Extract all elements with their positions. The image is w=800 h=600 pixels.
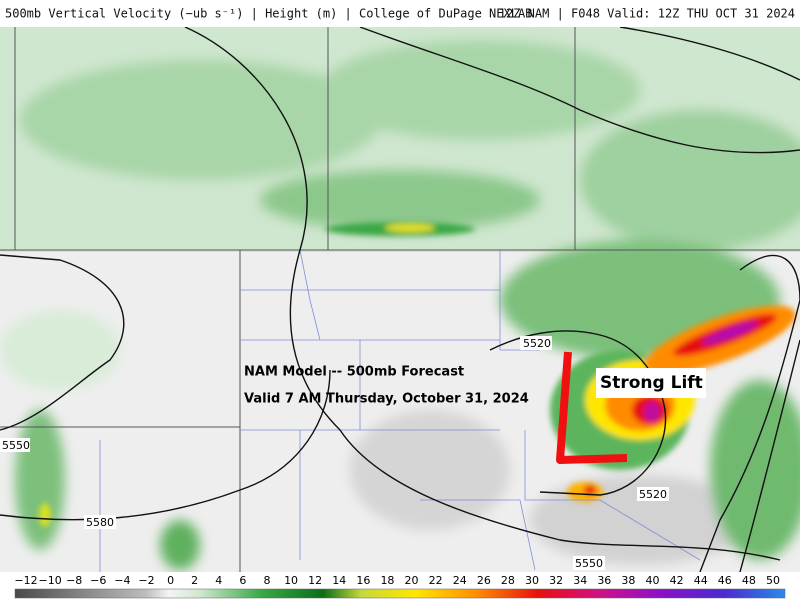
height-contours-part xyxy=(0,369,331,521)
colorbar-label: 22 xyxy=(429,574,443,587)
colorbar-label: −2 xyxy=(138,574,154,587)
map-background-part-part xyxy=(385,224,435,232)
map-background-part-part xyxy=(39,503,51,527)
colorbar-label: 30 xyxy=(525,574,539,587)
colorbar-label: −12 xyxy=(14,574,37,587)
colorbar-label: 4 xyxy=(215,574,222,587)
contour-label: 5520 xyxy=(639,488,667,501)
height-contours-part xyxy=(0,254,125,431)
colorbar-label: 44 xyxy=(694,574,708,587)
colorbar-label: −10 xyxy=(38,574,61,587)
height-contours-part xyxy=(359,26,800,154)
boundaries-part xyxy=(0,27,800,572)
colorbar-labels: −12 −10 −8 −6 −4 −2 0 2 4 6 8 10 12 14 16 18 20 22 24 26 28 3… xyxy=(14,574,780,587)
colorbar-label: −4 xyxy=(114,574,130,587)
contour-labels: 5520 5550 5580 5520 5550 xyxy=(0,336,669,570)
colorbar-label: 6 xyxy=(239,574,246,587)
colorbar-label: −6 xyxy=(90,574,106,587)
colorbar-label: 34 xyxy=(573,574,587,587)
map-background-part-part xyxy=(15,410,65,550)
boundaries-part xyxy=(99,249,701,572)
header-bar xyxy=(0,0,800,27)
map-background-part-part xyxy=(260,170,540,230)
colorbar-label: 20 xyxy=(405,574,419,587)
map-background xyxy=(0,27,800,572)
map-background-part-part xyxy=(710,380,800,560)
colorbar-label: 38 xyxy=(621,574,635,587)
map-background-part-part xyxy=(0,310,120,390)
contour-labels-part xyxy=(637,487,669,501)
contour-labels-part xyxy=(84,515,116,529)
map-background-part-part xyxy=(580,110,800,250)
map-background-part-part xyxy=(644,402,660,422)
map-background-part-part xyxy=(20,60,380,180)
colorbar-label: 10 xyxy=(284,574,298,587)
map-background-part-part xyxy=(350,410,510,530)
colorbar-label: 48 xyxy=(742,574,756,587)
map-background-part-part xyxy=(584,485,596,495)
colorbar xyxy=(14,588,786,599)
height-contours-part xyxy=(184,26,781,561)
colorbar-label: 2 xyxy=(191,574,198,587)
colorbar-label: 18 xyxy=(380,574,394,587)
header-title: 500mb Vertical Velocity (−ub s⁻¹) | Heig… xyxy=(5,7,532,21)
colorbar-label: 0 xyxy=(167,574,174,587)
map-background-part-part xyxy=(320,40,640,140)
contour-label: 5550 xyxy=(575,557,603,570)
contour-label: 5550 xyxy=(2,439,30,452)
height-contours-part xyxy=(699,254,800,573)
colorbar-label: 28 xyxy=(501,574,515,587)
colorbar-label: −8 xyxy=(66,574,82,587)
callout: Strong Lift xyxy=(600,373,703,393)
colorbar-label: 36 xyxy=(597,574,611,587)
colorbar-label: 8 xyxy=(263,574,270,587)
colorbar-label: 42 xyxy=(670,574,684,587)
colorbar-label: 50 xyxy=(766,574,780,587)
height-contours-part xyxy=(619,26,800,81)
header-run: 12Z NAM | F048 Valid: 12Z THU OCT 31 202… xyxy=(499,7,795,21)
height-contours xyxy=(0,26,800,573)
colorbar-label: 26 xyxy=(477,574,491,587)
boundaries xyxy=(0,27,800,572)
contour-labels-part xyxy=(573,556,605,570)
map-background-part-part xyxy=(701,321,759,345)
colorbar-label: 46 xyxy=(718,574,732,587)
colorbar-label: 40 xyxy=(646,574,660,587)
forecast-title: NAM Model -- 500mb Forecast xyxy=(244,365,464,380)
contour-labels-part xyxy=(520,336,552,350)
contour-labels-part xyxy=(0,438,30,452)
red-marker xyxy=(556,351,628,464)
colorbar-label: 14 xyxy=(332,574,346,587)
map-background-part-part xyxy=(160,520,200,570)
valid-time: Valid 7 AM Thursday, October 31, 2024 xyxy=(244,392,529,407)
contour-label: 5520 xyxy=(523,337,551,350)
colorbar-label: 12 xyxy=(308,574,322,587)
height-contours-part xyxy=(739,339,800,573)
contour-label: 5580 xyxy=(86,516,114,529)
colorbar-label: 24 xyxy=(453,574,467,587)
colorbar-label: 32 xyxy=(549,574,563,587)
colorbar-label: 16 xyxy=(356,574,370,587)
callout-box xyxy=(596,368,706,398)
